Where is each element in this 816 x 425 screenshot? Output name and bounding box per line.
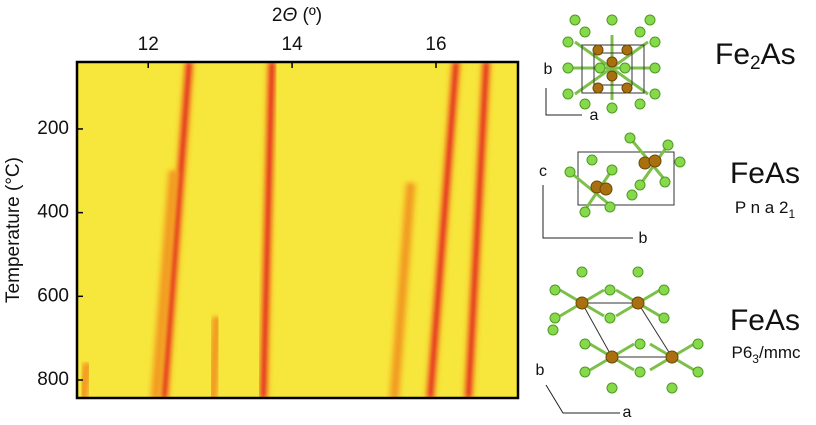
x-tick-label: 16 bbox=[425, 34, 446, 55]
heatmap bbox=[77, 62, 518, 398]
structure-fe2as bbox=[545, 14, 661, 116]
axis-letter: a bbox=[623, 404, 632, 421]
y-tick-label: 800 bbox=[37, 369, 69, 390]
peak bbox=[392, 183, 414, 398]
axis-letter: a bbox=[590, 107, 599, 124]
x-axis-label: 2Θ (º) bbox=[272, 5, 322, 26]
space-group: P63/mmc bbox=[731, 343, 801, 366]
peak bbox=[153, 170, 176, 398]
peak bbox=[427, 62, 459, 398]
structure-feas-pna21 bbox=[542, 132, 686, 239]
y-tick-label: 200 bbox=[37, 118, 69, 139]
peak bbox=[261, 62, 275, 398]
y-tick-label: 600 bbox=[37, 285, 69, 306]
space-group: P n a 21 bbox=[735, 198, 796, 221]
y-axis-label: Temperature (°C) bbox=[3, 157, 24, 303]
axis-letter: b bbox=[544, 61, 553, 78]
peak bbox=[81, 363, 90, 398]
formula: Fe2As bbox=[715, 38, 796, 74]
axis-letter: b bbox=[536, 362, 545, 379]
peak bbox=[466, 62, 489, 398]
x-tick-label: 12 bbox=[138, 34, 159, 55]
plot-frame bbox=[75, 60, 520, 400]
y-tick-label: 400 bbox=[37, 202, 69, 223]
structure-feas-p63mmc bbox=[545, 266, 704, 414]
formula: FeAs bbox=[730, 157, 800, 190]
x-tick-label: 14 bbox=[282, 34, 304, 55]
peak bbox=[210, 317, 219, 398]
axis-letter: b bbox=[639, 230, 648, 247]
peak bbox=[161, 62, 192, 398]
axis-letter: c bbox=[539, 163, 547, 180]
formula: FeAs bbox=[730, 304, 800, 337]
